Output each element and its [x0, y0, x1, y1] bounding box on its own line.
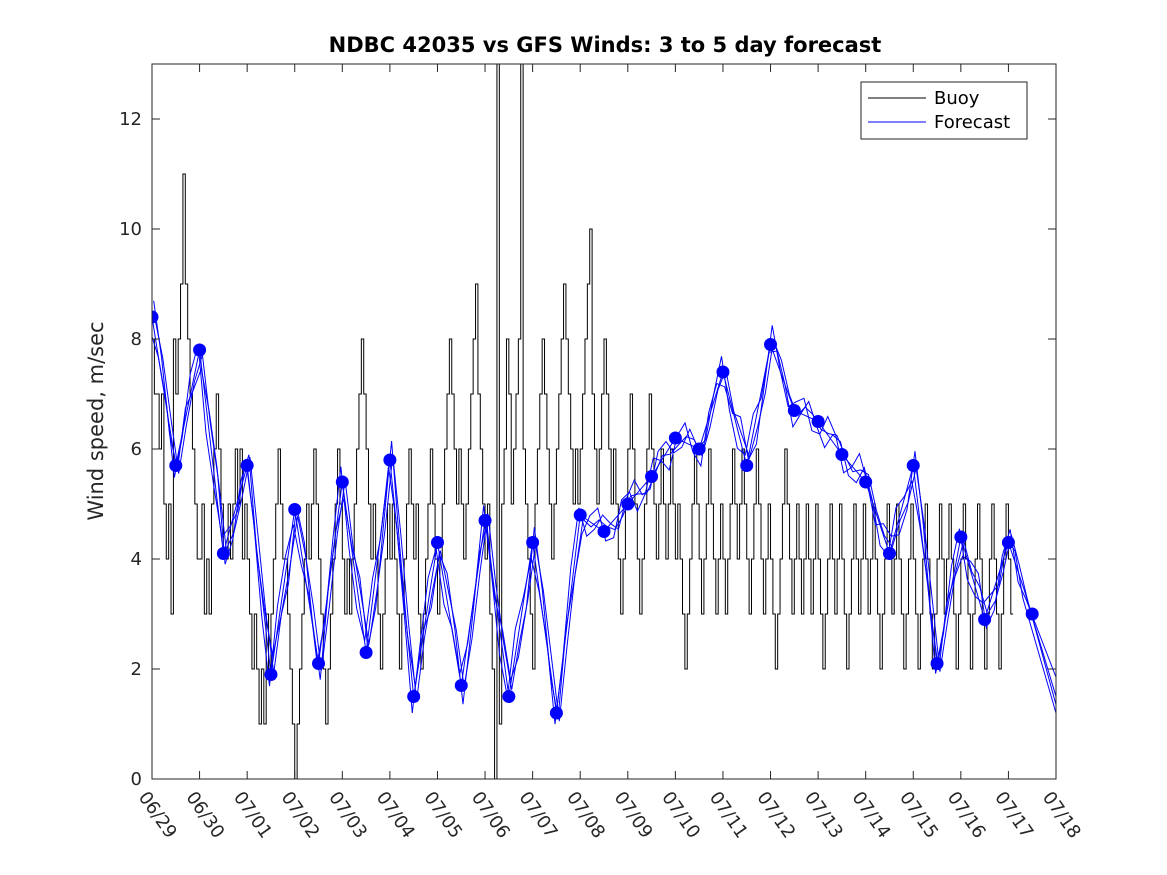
forecast-point: [882, 547, 896, 560]
forecast-point: [193, 343, 207, 357]
forecast-point: [1001, 536, 1015, 549]
forecast-point: [288, 503, 302, 516]
forecast-point: [978, 613, 992, 626]
forecast-member-line: [154, 318, 1056, 722]
forecast-point: [526, 536, 540, 549]
forecast-point: [668, 431, 682, 445]
forecast-member-line: [153, 300, 1056, 719]
y-axis: 0 2 4 6 8 10 12: [119, 109, 1056, 790]
forecast-point: [264, 668, 278, 681]
forecast-member-line: [152, 316, 1056, 714]
forecast-point: [383, 453, 397, 467]
forecast-point: [573, 508, 587, 522]
forecast-point: [152, 310, 159, 324]
buoy-series-line: [152, 64, 1014, 779]
y-tick-label: 6: [131, 439, 142, 460]
forecast-point: [430, 536, 444, 549]
y-tick-label: 10: [119, 219, 142, 240]
forecast-point: [478, 514, 492, 527]
forecast-point: [930, 657, 944, 670]
forecast-point: [740, 459, 754, 472]
y-tick-label: 8: [131, 329, 142, 350]
legend: Buoy Forecast: [860, 81, 1028, 140]
forecast-point: [407, 690, 421, 703]
y-tick-label: 12: [119, 109, 142, 130]
forecast-point: [597, 525, 611, 538]
forecast-point: [216, 547, 230, 560]
forecast-point: [1025, 607, 1039, 621]
forecast-point: [549, 706, 563, 720]
forecast-point: [764, 338, 778, 351]
axes-box: [151, 63, 1057, 780]
y-axis-label: Wind speed, m/sec: [84, 321, 108, 520]
forecast-point: [454, 679, 468, 692]
forecast-point: [645, 470, 659, 483]
forecast-point: [502, 690, 516, 703]
forecast-point: [811, 415, 825, 428]
plot-clip-group: [152, 64, 1056, 779]
forecast-point: [621, 497, 635, 511]
y-tick-label: 2: [131, 659, 142, 680]
legend-buoy-label: Buoy: [934, 88, 980, 109]
legend-forecast-label: Forecast: [934, 112, 1010, 133]
y-tick-label: 4: [131, 549, 142, 570]
forecast-point: [906, 459, 920, 472]
legend-box: [860, 81, 1028, 140]
forecast-point: [716, 365, 730, 379]
forecast-point: [787, 404, 801, 417]
forecast-point: [169, 459, 183, 472]
chart-title: NDBC 42035 vs GFS Winds: 3 to 5 day fore…: [329, 33, 882, 57]
forecast-point: [335, 475, 349, 489]
forecast-point: [359, 646, 373, 659]
forecast-point: [692, 442, 706, 456]
forecast-point: [954, 530, 968, 544]
forecast-point: [859, 475, 873, 489]
plot-area: [152, 64, 1056, 779]
forecast-point: [312, 657, 326, 670]
y-tick-label: 0: [131, 769, 142, 790]
forecast-point: [240, 459, 254, 472]
forecast-point: [835, 448, 849, 461]
